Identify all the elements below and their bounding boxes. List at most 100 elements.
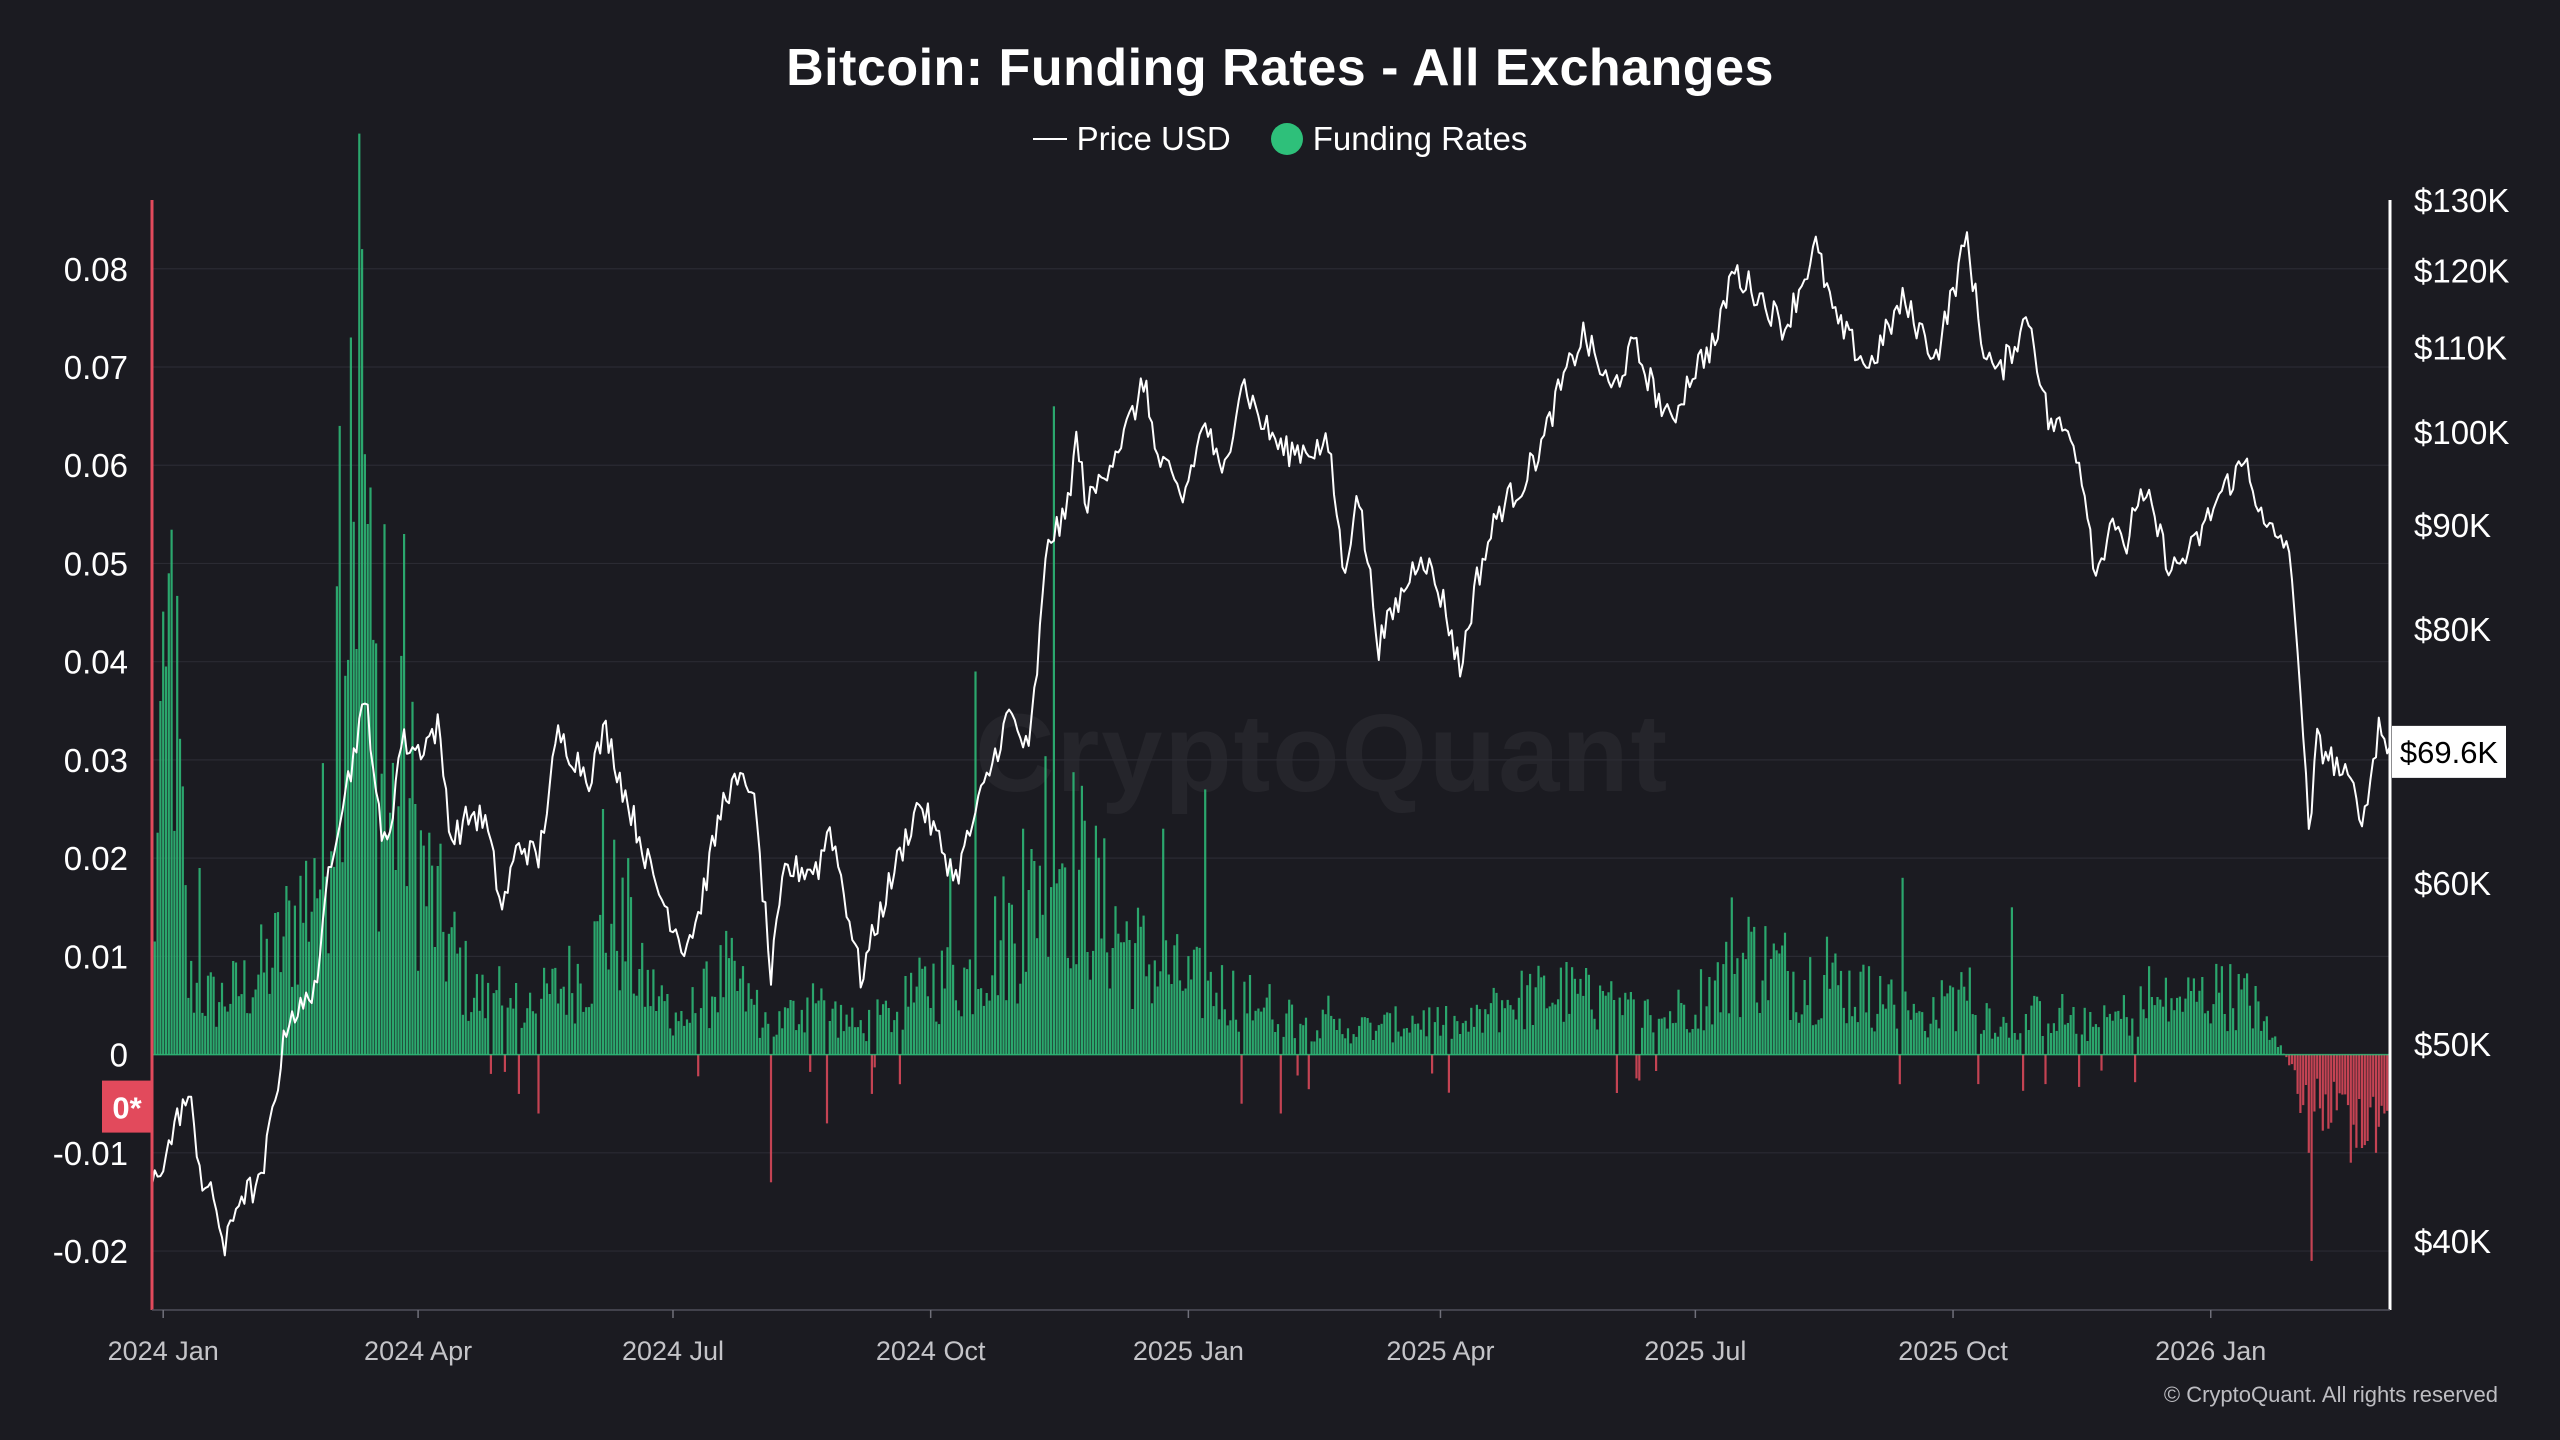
funding-bar [237,996,240,1055]
funding-bar [1951,987,1955,1055]
funding-bar [234,962,238,1055]
funding-bar [949,858,952,1055]
funding-bar [2296,1054,2299,1094]
funding-bar [2246,973,2249,1055]
funding-bar [1781,945,1784,1055]
funding-bar [1512,1009,1515,1055]
funding-bar [1024,971,1027,1055]
funding-bar [1397,1031,1400,1055]
funding-bar [2260,1030,2263,1055]
funding-bar [2058,1007,2061,1055]
funding-bar [557,1003,560,1055]
funding-bar [377,931,380,1055]
funding-bar [2024,1014,2027,1055]
funding-bar [2066,1023,2069,1055]
funding-bar [590,1003,593,1055]
funding-bar [408,798,411,1055]
funding-bar [433,947,436,1055]
right-tick-label: $130K [2414,182,2509,219]
legend-item-price[interactable]: Price USD [1032,120,1231,158]
funding-bar [904,976,907,1055]
funding-bar [2038,1001,2041,1055]
funding-bar [722,997,725,1055]
left-tick-label: 0 [110,1037,128,1074]
funding-bar [1027,890,1030,1055]
funding-bar [2302,1054,2305,1106]
funding-bar [1775,950,1778,1055]
funding-bar [2276,1047,2280,1055]
funding-bar [887,1008,890,1055]
funding-bar [638,969,641,1055]
funding-bar [587,1007,591,1055]
funding-bar [862,1033,865,1055]
funding-bar [1114,906,1117,1055]
legend-item-funding[interactable]: Funding Rates [1270,120,1527,158]
funding-bar [2262,1021,2266,1055]
funding-bar [711,996,714,1055]
funding-bar [1456,1021,1459,1055]
funding-bar [1341,1034,1344,1055]
funding-bar [918,957,921,1055]
funding-bar [755,989,759,1055]
funding-bar [685,1019,689,1055]
funding-bar [543,967,546,1055]
funding-bar [669,1028,672,1055]
funding-bar [1246,1013,1249,1055]
left-tick-label: 0.03 [64,742,128,779]
funding-bar [1705,1006,1708,1055]
funding-bar [1092,950,1095,1055]
funding-bar [330,851,333,1055]
funding-bar [1999,1026,2002,1055]
funding-bar [716,1012,719,1055]
funding-bar [1965,1000,1969,1055]
funding-bar [170,529,173,1055]
funding-bar [1187,956,1190,1055]
funding-bar [1022,828,1025,1055]
funding-bar [1881,1004,1885,1055]
funding-bar [753,1004,756,1055]
funding-bar [1845,1023,1848,1055]
funding-bar [786,1008,789,1055]
funding-bar [1811,1025,1815,1055]
funding-bar [1271,1019,1274,1055]
funding-bar [699,1008,703,1055]
funding-bar [781,1028,784,1055]
funding-bar [1251,1020,1254,1055]
funding-bar [1248,975,1252,1055]
funding-bar [2268,1039,2271,1055]
funding-bar [1318,1038,1322,1055]
funding-bar [2366,1054,2369,1141]
funding-bar [2293,1054,2296,1071]
funding-bar [733,960,736,1055]
funding-bar [383,524,386,1055]
funding-bar [1492,987,1495,1055]
funding-bar [291,986,294,1055]
funding-bar [610,923,613,1055]
funding-bar [279,972,282,1055]
funding-bar [1716,962,1719,1055]
funding-bar [1809,957,1812,1055]
funding-bar [2044,1054,2047,1085]
funding-bar [1895,1028,1899,1055]
funding-bar [459,947,462,1055]
funding-bar [1411,1015,1414,1055]
funding-bar [817,1000,820,1055]
funding-bar [884,1000,887,1055]
funding-bar [2008,1037,2011,1055]
funding-bar [870,1054,873,1094]
funding-bar [1646,999,1649,1055]
funding-bar [195,982,198,1055]
funding-bar [559,988,562,1055]
funding-bar [1041,914,1044,1055]
funding-bar [646,969,649,1055]
funding-bar [366,524,369,1055]
funding-bar [1820,1018,1823,1055]
funding-bar [825,1054,829,1124]
funding-bar [1338,1018,1341,1055]
funding-bar [1814,1024,1817,1055]
funding-bar [1901,877,1904,1055]
funding-bar [1402,1028,1406,1055]
funding-bar [523,1022,526,1055]
funding-bar [736,991,739,1055]
funding-bar [285,886,288,1055]
